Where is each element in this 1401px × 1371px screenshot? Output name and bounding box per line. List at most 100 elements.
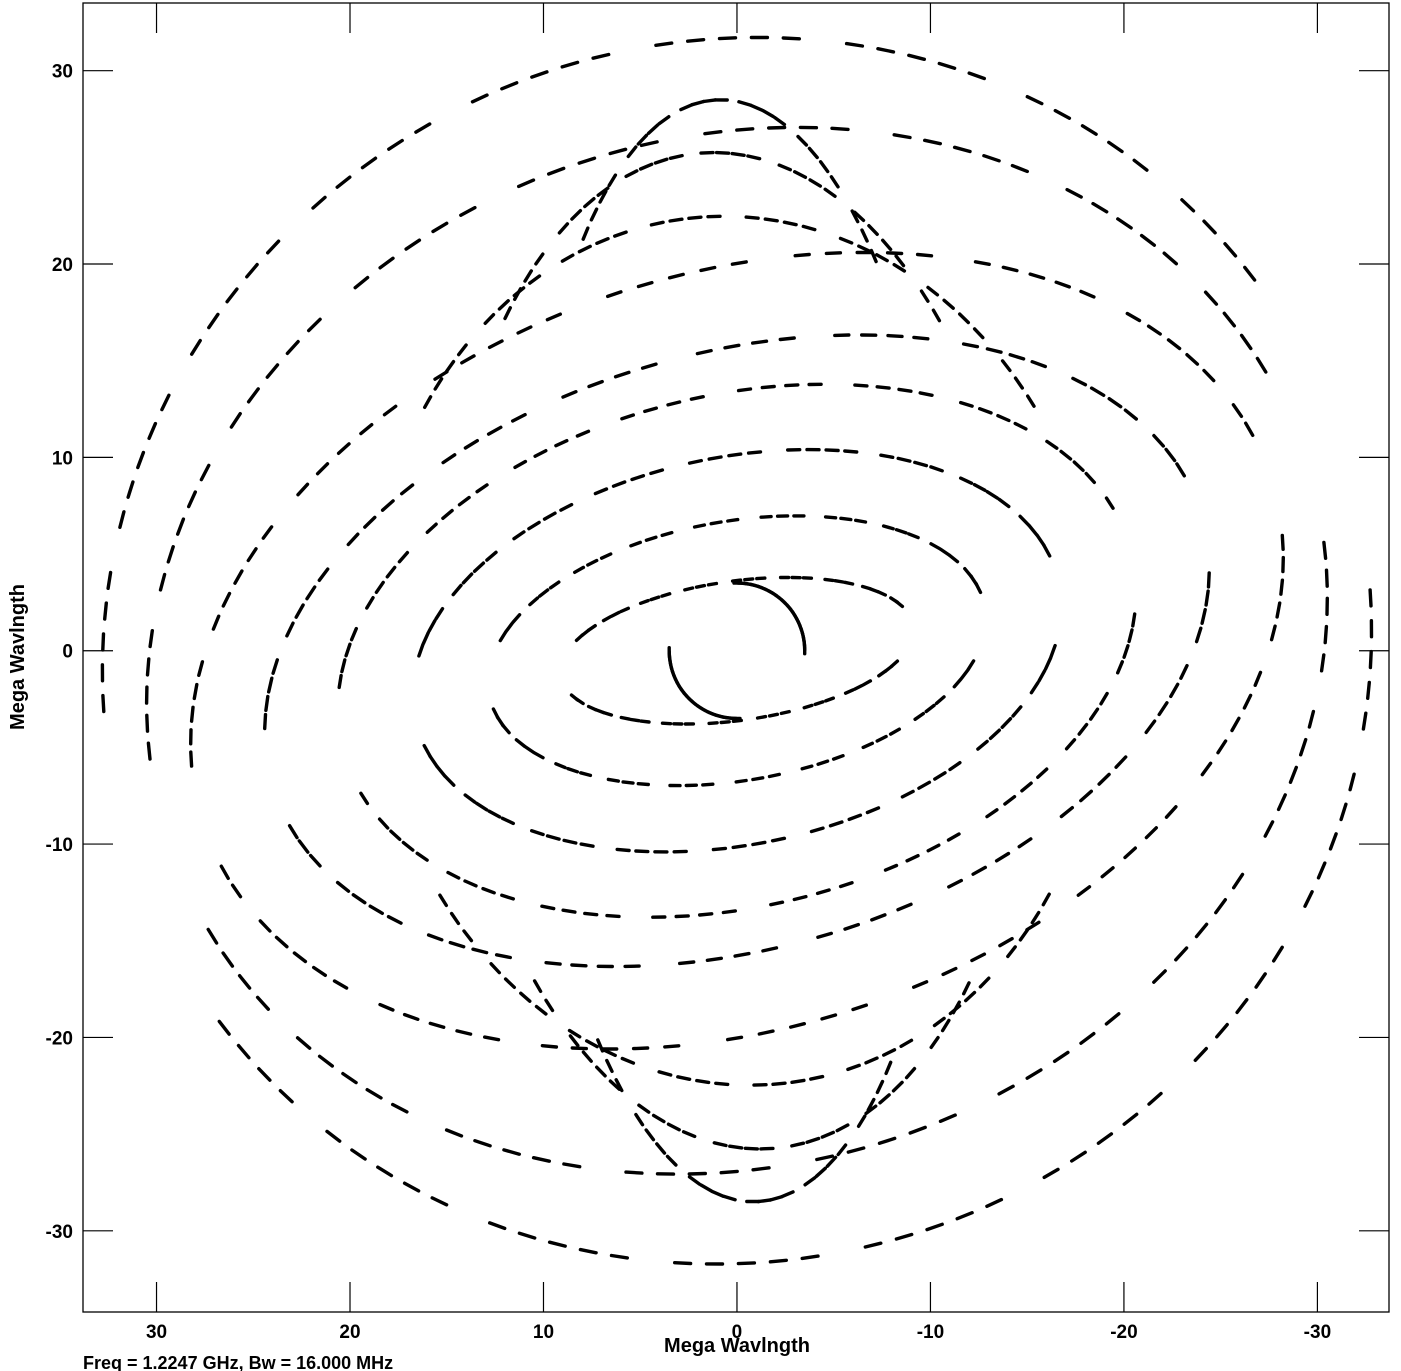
- uv-sample-mark: [1052, 1050, 1070, 1064]
- uv-sample-mark: [695, 348, 713, 356]
- uv-sample-mark: [586, 624, 597, 632]
- uv-sample-mark: [1194, 922, 1209, 939]
- uv-sample-mark: [1115, 660, 1125, 675]
- uv-sample-mark: [146, 741, 152, 761]
- uv-sample-mark: [932, 1016, 946, 1028]
- uv-sample-mark: [387, 138, 404, 151]
- uv-sample-mark: [919, 289, 930, 303]
- uv-sample-mark: [823, 187, 837, 199]
- uv-sample-mark: [636, 782, 650, 787]
- uv-sample-mark: [737, 100, 753, 107]
- uv-sample-mark: [613, 230, 628, 238]
- uv-sample-mark: [818, 160, 830, 174]
- uv-sample-mark: [530, 70, 549, 79]
- uv-sample-mark: [997, 1084, 1015, 1096]
- uv-sample-mark: [615, 847, 631, 853]
- uv-sample-mark: [483, 1035, 501, 1042]
- uv-sample-mark: [534, 252, 545, 266]
- uv-sample-mark: [1132, 158, 1149, 172]
- uv-sample-mark: [853, 383, 869, 388]
- uv-sample-mark: [1206, 571, 1211, 589]
- uv-sample-mark: [463, 439, 479, 450]
- uv-sample-mark: [199, 463, 211, 482]
- uv-sample-mark: [583, 911, 599, 917]
- uv-sample-mark: [918, 391, 934, 397]
- uv-sample-mark: [771, 1081, 787, 1087]
- uv-sample-mark: [869, 248, 878, 264]
- uv-sample-mark: [197, 660, 205, 677]
- uv-sample-mark: [1152, 433, 1166, 448]
- uv-sample-mark: [538, 588, 550, 598]
- uv-sample-mark: [639, 719, 651, 724]
- uv-sample-mark: [613, 370, 631, 379]
- uv-sample-mark: [721, 1194, 737, 1202]
- uv-sample-mark: [415, 851, 429, 862]
- uv-sample-mark: [562, 838, 578, 845]
- uv-sample-mark: [368, 904, 384, 915]
- uv-sample-mark: [719, 1169, 739, 1175]
- uv-sample-mark: [561, 908, 577, 914]
- uv-sample-mark: [1216, 739, 1228, 755]
- uv-sample-mark: [570, 208, 583, 221]
- track-f: [263, 333, 1211, 969]
- uv-sample-mark: [511, 412, 527, 423]
- uv-sample-mark: [882, 1048, 897, 1057]
- axis-ticks: [83, 3, 1389, 1312]
- uv-sample-mark: [586, 558, 599, 567]
- uv-sample-mark: [519, 991, 532, 1003]
- uv-sample-mark: [487, 339, 504, 350]
- uv-sample-mark: [527, 520, 541, 531]
- uv-sample-mark: [938, 1113, 957, 1124]
- uv-sample-mark: [663, 1044, 681, 1049]
- uv-sample-mark: [1017, 837, 1033, 849]
- uv-sample-mark: [126, 480, 135, 499]
- uv-sample-mark: [425, 522, 438, 534]
- uv-sample-mark: [838, 881, 854, 889]
- uv-sample-mark: [636, 133, 649, 146]
- uv-sample-mark: [988, 728, 1001, 741]
- uv-sample-mark: [317, 567, 330, 582]
- track-h: [144, 125, 1330, 1176]
- uv-sample-mark: [1200, 761, 1213, 777]
- uv-sample-mark: [433, 370, 449, 381]
- uv-sample-mark: [976, 739, 989, 751]
- uv-sample-mark: [591, 52, 611, 60]
- uv-sample-mark: [1200, 607, 1207, 625]
- uv-sample-mark: [891, 1080, 904, 1093]
- uv-sample-mark: [733, 951, 751, 958]
- uv-sample-mark: [1180, 198, 1196, 213]
- uv-sample-mark: [1239, 333, 1253, 351]
- uv-sample-mark: [701, 782, 715, 787]
- uv-sample-mark: [1025, 394, 1036, 408]
- uv-sample-mark: [500, 81, 519, 91]
- uv-sample-mark: [560, 60, 580, 69]
- uv-sample-mark: [997, 497, 1011, 509]
- uv-sample-mark: [777, 163, 792, 172]
- uv-sample-mark: [865, 806, 881, 815]
- uv-sample-mark: [1088, 707, 1100, 721]
- uv-sample-mark: [631, 1046, 650, 1051]
- uv-sample-mark: [344, 642, 352, 658]
- uv-sample-mark: [728, 1144, 744, 1150]
- uv-sample-mark: [714, 150, 731, 155]
- uv-sample-mark: [948, 553, 960, 564]
- uv-sample-mark: [760, 384, 776, 390]
- uv-sample-mark: [1231, 403, 1244, 418]
- uv-sample-mark: [1089, 386, 1106, 397]
- uv-sample-mark: [1202, 219, 1217, 235]
- uv-sample-mark: [751, 840, 767, 847]
- uv-sample-mark: [714, 1081, 730, 1087]
- uv-sample-mark: [598, 189, 608, 204]
- uv-sample-mark: [475, 483, 489, 494]
- uv-sample-mark: [683, 586, 695, 592]
- uv-sample-mark: [925, 1222, 944, 1232]
- uv-sample-mark: [221, 591, 232, 608]
- uv-sample-mark: [417, 642, 425, 658]
- uv-sample-mark: [147, 421, 158, 440]
- uv-sample-mark: [875, 1079, 885, 1095]
- uv-sample-mark: [831, 754, 845, 761]
- uv-sample-mark: [607, 173, 618, 188]
- uv-sample-mark: [894, 254, 906, 268]
- uv-sample-mark: [751, 1166, 771, 1172]
- x-tick-label: 20: [339, 1322, 360, 1343]
